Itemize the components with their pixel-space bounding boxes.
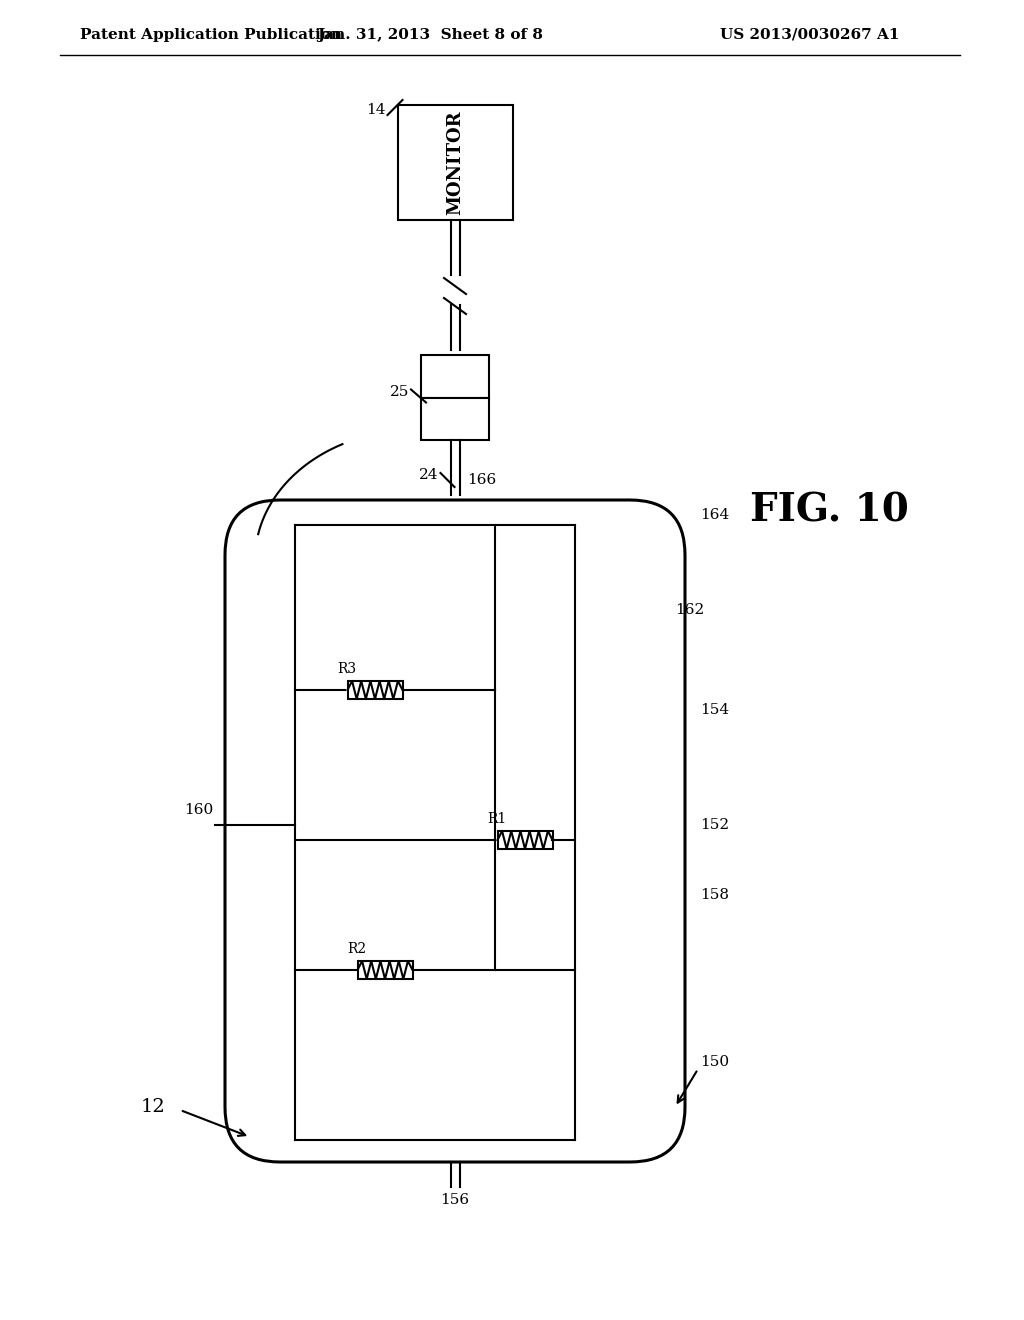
- Text: R2: R2: [347, 942, 367, 956]
- Bar: [421, 355, 489, 397]
- Text: R1: R1: [487, 812, 507, 826]
- Bar: [357, 961, 413, 979]
- Text: 162: 162: [675, 603, 705, 616]
- Text: Jan. 31, 2013  Sheet 8 of 8: Jan. 31, 2013 Sheet 8 of 8: [317, 28, 543, 42]
- Text: US 2013/0030267 A1: US 2013/0030267 A1: [721, 28, 900, 42]
- Text: FIG. 10: FIG. 10: [750, 491, 909, 529]
- Bar: [421, 397, 489, 440]
- Text: 25: 25: [389, 385, 409, 400]
- Text: Patent Application Publication: Patent Application Publication: [80, 28, 342, 42]
- Text: 160: 160: [183, 803, 213, 817]
- Text: 24: 24: [419, 469, 438, 482]
- Text: 154: 154: [700, 704, 729, 717]
- Text: R3: R3: [338, 663, 356, 676]
- Text: 166: 166: [468, 473, 497, 487]
- Text: 156: 156: [440, 1193, 470, 1206]
- Text: 14: 14: [366, 103, 385, 117]
- Text: MONITOR: MONITOR: [446, 110, 464, 215]
- Text: 158: 158: [700, 888, 729, 902]
- Text: 150: 150: [700, 1055, 729, 1069]
- Bar: [498, 832, 553, 849]
- Text: 12: 12: [140, 1098, 165, 1115]
- Bar: [397, 106, 512, 220]
- Text: 152: 152: [700, 818, 729, 832]
- Bar: [347, 681, 402, 700]
- Text: 164: 164: [700, 508, 729, 521]
- FancyBboxPatch shape: [225, 500, 685, 1162]
